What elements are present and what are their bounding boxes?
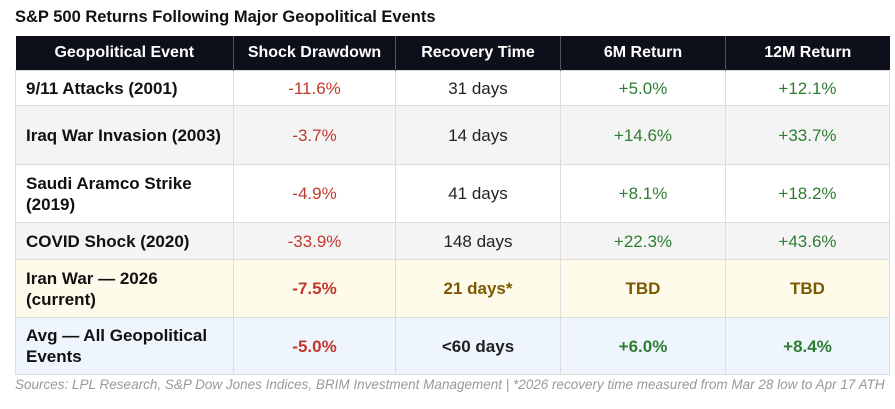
table-row: COVID Shock (2020) -33.9% 148 days +22.3… [15, 222, 890, 260]
return-12m-cell: +12.1% [725, 70, 890, 106]
return-12m-cell: +18.2% [725, 164, 890, 223]
page-title: S&P 500 Returns Following Major Geopolit… [15, 8, 436, 26]
return-6m-cell: +6.0% [560, 317, 726, 375]
return-12m-cell: +8.4% [725, 317, 890, 375]
return-12m-cell: +33.7% [725, 105, 890, 165]
drawdown-cell: -5.0% [233, 317, 396, 375]
return-6m-cell: +14.6% [560, 105, 726, 165]
event-cell: Saudi Aramco Strike (2019) [15, 164, 234, 223]
drawdown-cell: -4.9% [233, 164, 396, 223]
column-header: 6M Return [560, 36, 726, 71]
drawdown-cell: -3.7% [233, 105, 396, 165]
event-cell: Iraq War Invasion (2003) [15, 105, 234, 165]
source-note: Sources: LPL Research, S&P Dow Jones Ind… [15, 377, 885, 392]
table-row: Iraq War Invasion (2003) -3.7% 14 days +… [15, 105, 890, 165]
column-header: Geopolitical Event [15, 36, 234, 71]
drawdown-cell: -11.6% [233, 70, 396, 106]
recovery-cell: <60 days [395, 317, 561, 375]
table-row: Saudi Aramco Strike (2019) -4.9% 41 days… [15, 164, 890, 223]
return-6m-cell: +5.0% [560, 70, 726, 106]
drawdown-cell: -7.5% [233, 259, 396, 318]
returns-table: Geopolitical Event Shock Drawdown Recove… [15, 36, 890, 375]
column-header: 12M Return [725, 36, 890, 71]
recovery-cell: 21 days* [395, 259, 561, 318]
return-12m-cell: +43.6% [725, 222, 890, 260]
return-6m-cell: TBD [560, 259, 726, 318]
recovery-cell: 41 days [395, 164, 561, 223]
recovery-cell: 14 days [395, 105, 561, 165]
event-cell: 9/11 Attacks (2001) [15, 70, 234, 106]
drawdown-cell: -33.9% [233, 222, 396, 260]
recovery-cell: 31 days [395, 70, 561, 106]
event-cell: Iran War — 2026 (current) [15, 259, 234, 318]
header-row: Geopolitical Event Shock Drawdown Recove… [15, 36, 890, 71]
return-6m-cell: +8.1% [560, 164, 726, 223]
recovery-cell: 148 days [395, 222, 561, 260]
event-cell: Avg — All Geopolitical Events [15, 317, 234, 375]
return-12m-cell: TBD [725, 259, 890, 318]
table-row-average: Avg — All Geopolitical Events -5.0% <60 … [15, 317, 890, 375]
table-row: 9/11 Attacks (2001) -11.6% 31 days +5.0%… [15, 70, 890, 106]
return-6m-cell: +22.3% [560, 222, 726, 260]
column-header: Shock Drawdown [233, 36, 396, 71]
event-cell: COVID Shock (2020) [15, 222, 234, 260]
column-header: Recovery Time [395, 36, 561, 71]
table-row-current: Iran War — 2026 (current) -7.5% 21 days*… [15, 259, 890, 318]
